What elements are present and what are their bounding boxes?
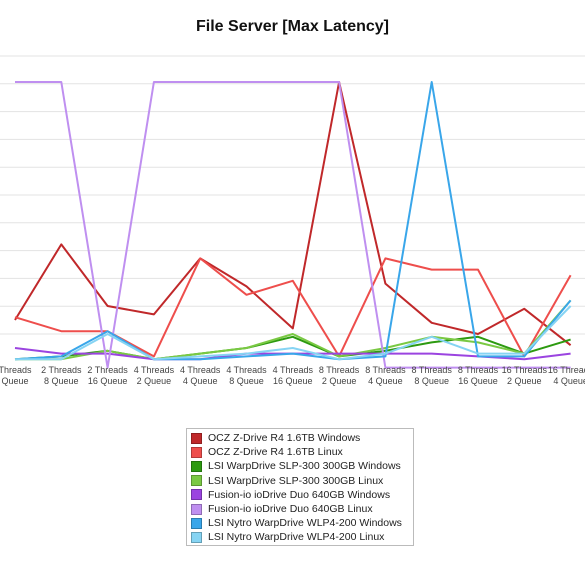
series-lines [14,81,572,369]
series-line-7 [14,81,572,361]
legend-label: Fusion-io ioDrive Duo 640GB Linux [208,503,373,516]
chart-title: File Server [Max Latency] [196,18,389,35]
x-tick-label: 8 Threads 4 Queue [365,365,406,386]
x-tick-label: 4 Threads 4 Queue [180,365,221,386]
x-tick-label: 16 Threads 2 Queue [502,365,548,386]
grid-lines [0,55,585,335]
legend-item: LSI WarpDrive SLP-300 300GB Windows [191,459,409,473]
legend-swatch [191,460,202,472]
series-line-8 [15,305,572,361]
x-tick-label: 8 Threads 16 Queue [458,365,499,386]
legend-item: LSI Nytro WarpDrive WLP4-200 Linux [191,530,409,544]
legend-item: LSI WarpDrive SLP-300 300GB Linux [191,474,409,488]
series-line-4 [15,299,572,361]
legend-label: OCZ Z-Drive R4 1.6TB Linux [208,446,343,459]
legend-item: OCZ Z-Drive R4 1.6TB Windows [191,431,409,445]
chart-legend: OCZ Z-Drive R4 1.6TB Windows OCZ Z-Drive … [186,428,414,546]
legend-item: Fusion-io ioDrive Duo 640GB Linux [191,502,409,516]
legend-label: Fusion-io ioDrive Duo 640GB Windows [208,488,391,501]
x-tick-label: Threads Queue [0,365,32,386]
legend-item: LSI Nytro WarpDrive WLP4-200 Windows [191,516,409,530]
x-tick-label: 8 Threads 2 Queue [319,365,360,386]
series-line-6 [15,81,571,369]
legend-swatch [191,489,202,501]
legend-swatch [191,503,202,515]
legend-swatch [191,531,202,543]
legend-swatch [191,432,202,444]
legend-swatch [191,446,202,458]
legend-swatch [191,475,202,487]
legend-label: LSI WarpDrive SLP-300 300GB Windows [208,460,401,473]
legend-label: LSI Nytro WarpDrive WLP4-200 Linux [208,531,385,544]
legend-item: OCZ Z-Drive R4 1.6TB Linux [191,445,409,459]
x-tick-label: 4 Threads 16 Queue [273,365,314,386]
series-line-1 [14,81,572,346]
x-tick-label: 4 Threads 8 Queue [226,365,267,386]
legend-item: Fusion-io ioDrive Duo 640GB Windows [191,488,409,502]
legend-swatch [191,517,202,529]
x-tick-label: 4 Threads 2 Queue [134,365,175,386]
x-tick-label: 8 Threads 8 Queue [412,365,453,386]
legend-label: LSI Nytro WarpDrive WLP4-200 Windows [208,517,402,530]
x-tick-label: 2 Threads 8 Queue [41,365,82,386]
legend-label: OCZ Z-Drive R4 1.6TB Windows [208,432,361,445]
x-tick-label: 2 Threads 16 Queue [87,365,128,386]
legend-label: LSI WarpDrive SLP-300 300GB Linux [208,474,384,487]
